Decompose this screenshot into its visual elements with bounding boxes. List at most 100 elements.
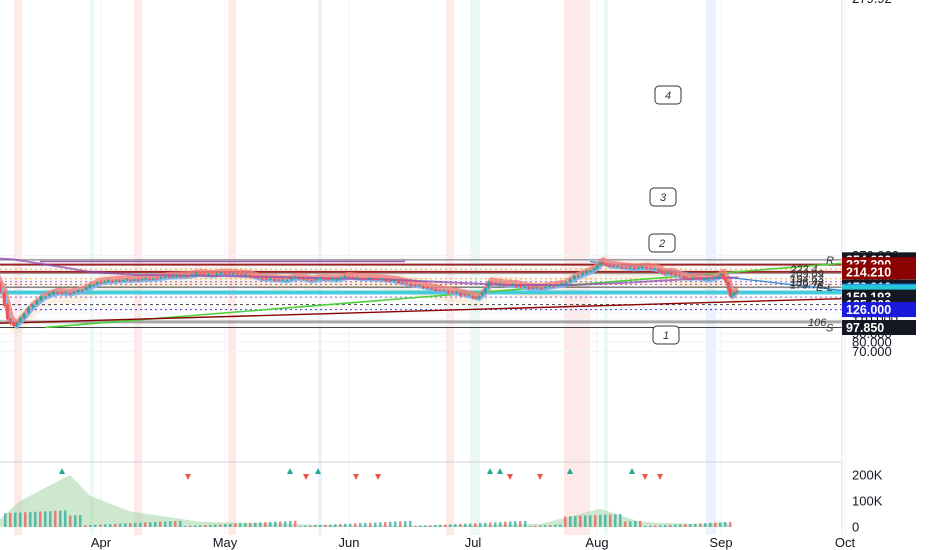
volume-bar bbox=[624, 521, 627, 527]
volume-bar bbox=[369, 522, 372, 527]
x-tick-label: Jul bbox=[465, 535, 482, 550]
candle-body bbox=[167, 276, 171, 278]
candle-body bbox=[612, 265, 616, 267]
candle-body bbox=[0, 283, 2, 293]
candle-body bbox=[589, 270, 593, 272]
candle-body bbox=[547, 285, 551, 287]
candle-body bbox=[2, 292, 6, 306]
candle-body bbox=[487, 282, 490, 288]
candle-body bbox=[35, 300, 39, 304]
volume-bar bbox=[704, 523, 707, 527]
volume-bar bbox=[684, 524, 687, 527]
candle-body bbox=[106, 280, 110, 282]
volume-bar bbox=[4, 513, 7, 527]
candle-body bbox=[397, 281, 401, 284]
candle-body bbox=[310, 280, 314, 282]
volume-bar bbox=[99, 524, 102, 527]
candle-body bbox=[730, 295, 734, 297]
candle-body bbox=[326, 278, 330, 280]
wave-label-4: 4 bbox=[665, 90, 671, 102]
volume-bar bbox=[714, 522, 717, 527]
volume-bar bbox=[144, 522, 147, 527]
signal-marker bbox=[567, 468, 573, 474]
candle-body bbox=[598, 262, 602, 266]
candle-body bbox=[607, 265, 611, 267]
candle-body bbox=[76, 290, 80, 293]
volume-bar bbox=[464, 523, 467, 527]
candle-body bbox=[502, 284, 506, 286]
volume-bar bbox=[14, 512, 17, 527]
wave-label-box bbox=[649, 187, 677, 207]
candle-body bbox=[293, 276, 297, 279]
volume-bar bbox=[324, 524, 327, 527]
volume-bar bbox=[244, 523, 247, 527]
candle-body bbox=[347, 276, 351, 279]
price-tag-214.210: 214.210 bbox=[846, 265, 891, 279]
candle-body bbox=[446, 291, 450, 294]
volume-bar bbox=[454, 524, 457, 527]
candle-body bbox=[657, 269, 661, 273]
candle-body bbox=[732, 292, 736, 295]
candle-body bbox=[413, 284, 417, 286]
volume-bar bbox=[384, 521, 387, 527]
signal-marker bbox=[353, 474, 359, 480]
candle-body bbox=[47, 294, 51, 296]
candle-body bbox=[147, 279, 151, 281]
candle-body bbox=[26, 307, 30, 313]
volume-bar bbox=[44, 511, 47, 527]
candle-body bbox=[477, 296, 481, 299]
volume-bar bbox=[74, 515, 77, 527]
candle-body bbox=[498, 283, 502, 285]
volume-bar bbox=[649, 525, 652, 527]
candle-body bbox=[240, 274, 244, 276]
candle-body bbox=[471, 296, 475, 299]
candle-body bbox=[84, 287, 88, 290]
candle-body bbox=[343, 276, 347, 278]
volume-bar bbox=[89, 525, 92, 527]
candle-body bbox=[306, 279, 310, 281]
candle-body bbox=[72, 292, 76, 294]
volume-bar bbox=[114, 523, 117, 527]
candle-body bbox=[572, 276, 576, 280]
candle-body bbox=[721, 274, 725, 279]
candle-body bbox=[417, 285, 421, 287]
candle-body bbox=[726, 282, 730, 290]
volume-bar bbox=[654, 525, 657, 527]
candle-body bbox=[318, 277, 322, 280]
candle-body bbox=[289, 278, 293, 280]
candle-body bbox=[645, 267, 649, 269]
volume-bar bbox=[614, 514, 617, 527]
candle-body bbox=[80, 290, 84, 292]
volume-bar bbox=[724, 522, 727, 527]
volume-bar bbox=[699, 523, 702, 527]
price-tag-box bbox=[842, 302, 916, 318]
candle-body bbox=[535, 287, 539, 289]
candle-body bbox=[151, 278, 155, 280]
volume-bar bbox=[249, 522, 252, 527]
volume-bar bbox=[389, 521, 392, 527]
candle-body bbox=[405, 283, 409, 285]
candle-body bbox=[202, 274, 206, 276]
volume-bar bbox=[49, 511, 52, 527]
volume-bar bbox=[344, 523, 347, 527]
volume-bar bbox=[304, 525, 307, 527]
level-label: 223.4 bbox=[789, 264, 818, 276]
candle-body bbox=[632, 268, 636, 270]
candle-body bbox=[285, 280, 289, 282]
candle-body bbox=[186, 276, 190, 278]
candle-body bbox=[364, 278, 368, 280]
volume-bar bbox=[184, 525, 187, 527]
volume-bar bbox=[404, 521, 407, 527]
session-band bbox=[134, 0, 142, 535]
price-tag-126.000: 126.000 bbox=[846, 303, 891, 317]
candle-body bbox=[198, 274, 202, 276]
candle-body bbox=[438, 289, 442, 291]
volume-bar bbox=[604, 514, 607, 527]
volume-tick-label: 0 bbox=[852, 520, 859, 535]
volume-bar bbox=[374, 522, 377, 527]
candle-body bbox=[384, 279, 388, 282]
signal-marker bbox=[507, 474, 513, 480]
volume-bar bbox=[524, 520, 527, 527]
